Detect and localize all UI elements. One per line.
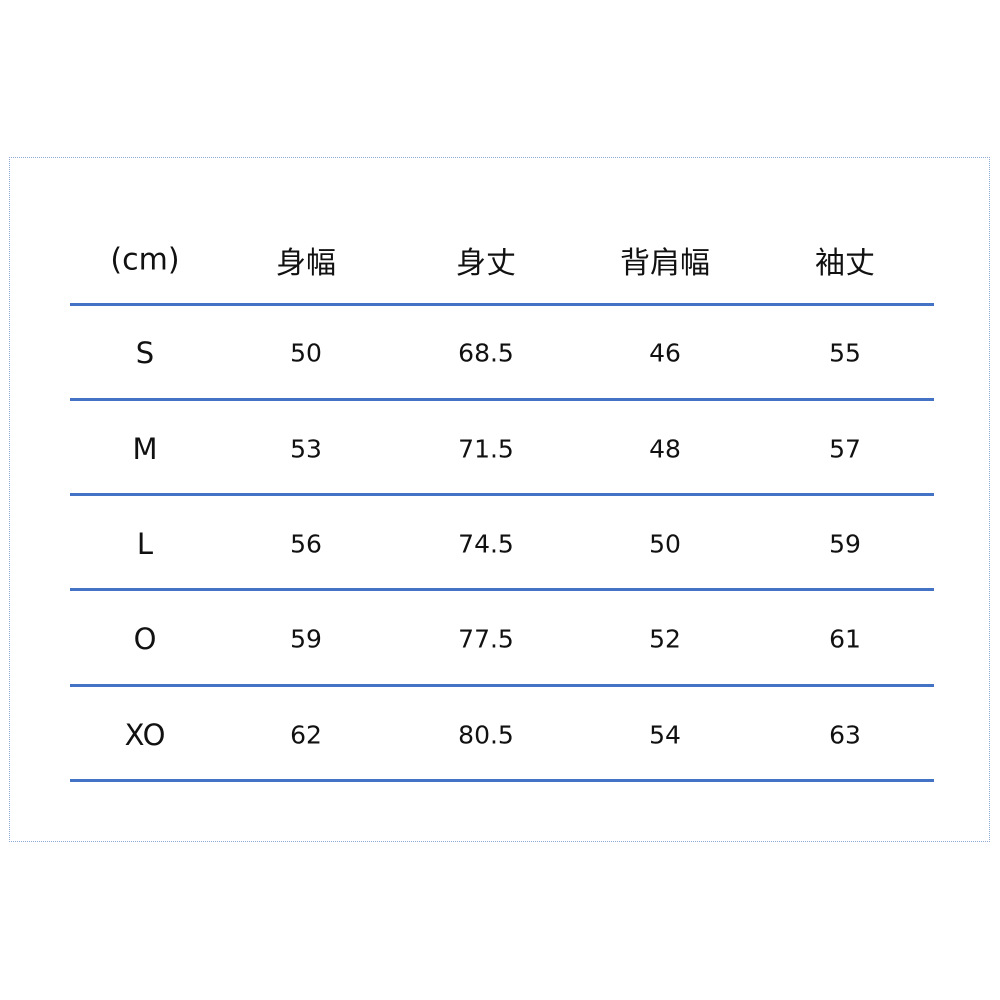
table-cell: 63 <box>829 720 861 750</box>
column-header: 身丈 <box>456 246 516 281</box>
table-cell: 77.5 <box>458 624 514 654</box>
table-cell: 55 <box>829 338 861 368</box>
table-cell: 62 <box>290 720 322 750</box>
table-cell: 59 <box>829 529 861 559</box>
table-cell: 71.5 <box>458 434 514 464</box>
row-divider <box>70 398 934 401</box>
table-cell: 61 <box>829 624 861 654</box>
size-label: S <box>135 336 155 370</box>
row-divider <box>70 493 934 496</box>
table-cell: 46 <box>649 338 681 368</box>
table-frame <box>9 157 990 842</box>
table-cell: 50 <box>649 529 681 559</box>
table-cell: 53 <box>290 434 322 464</box>
row-divider <box>70 303 934 306</box>
table-cell: 68.5 <box>458 338 514 368</box>
size-label: XO <box>124 718 166 752</box>
row-divider <box>70 588 934 591</box>
row-divider <box>70 779 934 782</box>
table-cell: 52 <box>649 624 681 654</box>
column-header: 袖丈 <box>815 246 875 281</box>
table-cell: 57 <box>829 434 861 464</box>
table-cell: 56 <box>290 529 322 559</box>
table-cell: 80.5 <box>458 720 514 750</box>
table-cell: 54 <box>649 720 681 750</box>
table-cell: 48 <box>649 434 681 464</box>
row-divider <box>70 684 934 687</box>
table-cell: 50 <box>290 338 322 368</box>
table-cell: 74.5 <box>458 529 514 559</box>
column-header: (cm) <box>110 242 180 278</box>
column-header: 身幅 <box>276 246 336 281</box>
size-label: L <box>136 527 154 561</box>
column-header: 背肩幅 <box>620 246 710 281</box>
size-label: M <box>132 432 158 466</box>
size-label: O <box>133 622 157 656</box>
table-cell: 59 <box>290 624 322 654</box>
